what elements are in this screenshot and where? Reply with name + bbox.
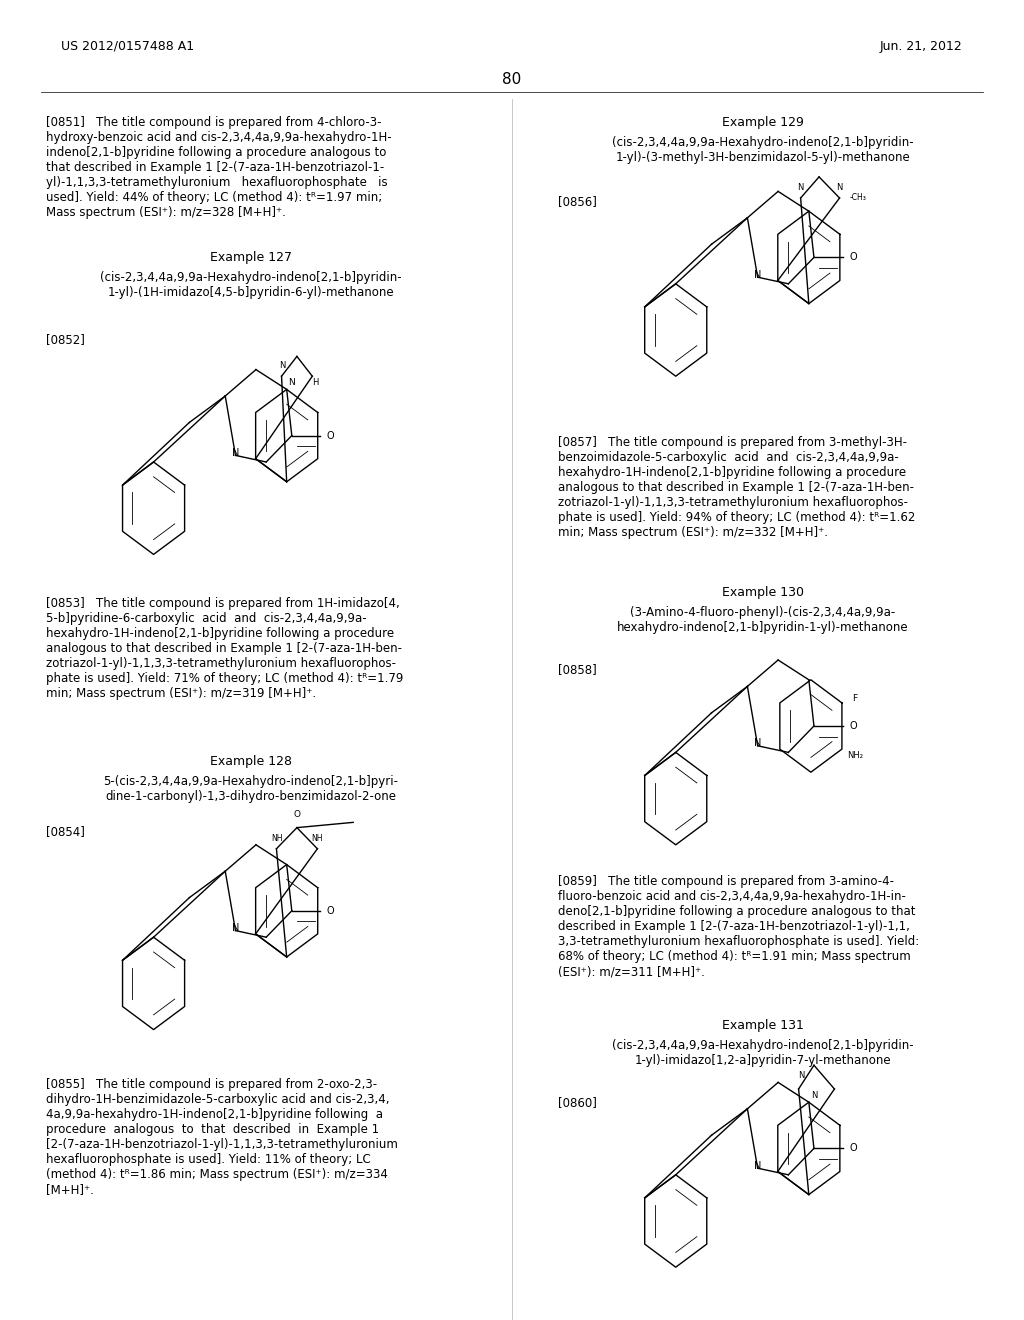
- Text: [0857]   The title compound is prepared from 3-methyl-3H-
benzoimidazole-5-carbo: [0857] The title compound is prepared fr…: [558, 436, 915, 539]
- Text: O: O: [849, 252, 857, 263]
- Text: US 2012/0157488 A1: US 2012/0157488 A1: [61, 40, 195, 53]
- Text: F: F: [852, 694, 857, 704]
- Text: 5-(cis-2,3,4,4a,9,9a-Hexahydro-indeno[2,1-b]pyri-
dine-1-carbonyl)-1,3-dihydro-b: 5-(cis-2,3,4,4a,9,9a-Hexahydro-indeno[2,…: [103, 775, 398, 803]
- Text: NH₂: NH₂: [847, 751, 863, 760]
- Text: [0859]   The title compound is prepared from 3-amino-4-
fluoro-benzoic acid and : [0859] The title compound is prepared fr…: [558, 875, 920, 978]
- Text: (cis-2,3,4,4a,9,9a-Hexahydro-indeno[2,1-b]pyridin-
1-yl)-(1H-imidazo[4,5-b]pyrid: (cis-2,3,4,4a,9,9a-Hexahydro-indeno[2,1-…: [100, 271, 401, 298]
- Text: N: N: [837, 183, 843, 191]
- Text: [0854]: [0854]: [46, 825, 85, 838]
- Text: N: N: [231, 447, 240, 458]
- Text: NH: NH: [271, 834, 284, 842]
- Text: Example 127: Example 127: [210, 251, 292, 264]
- Text: Example 130: Example 130: [722, 586, 804, 599]
- Text: N: N: [231, 923, 240, 933]
- Text: (3-Amino-4-fluoro-phenyl)-(cis-2,3,4,4a,9,9a-
hexahydro-indeno[2,1-b]pyridin-1-y: (3-Amino-4-fluoro-phenyl)-(cis-2,3,4,4a,…: [616, 606, 908, 634]
- Text: [0860]: [0860]: [558, 1096, 597, 1109]
- Text: O: O: [327, 430, 335, 441]
- Text: -CH₃: -CH₃: [850, 194, 866, 202]
- Text: (cis-2,3,4,4a,9,9a-Hexahydro-indeno[2,1-b]pyridin-
1-yl)-(3-methyl-3H-benzimidaz: (cis-2,3,4,4a,9,9a-Hexahydro-indeno[2,1-…: [612, 136, 913, 164]
- Text: [0855]   The title compound is prepared from 2-oxo-2,3-
dihydro-1H-benzimidazole: [0855] The title compound is prepared fr…: [46, 1078, 398, 1196]
- Text: [0853]   The title compound is prepared from 1H-imidazo[4,
5-b]pyridine-6-carbox: [0853] The title compound is prepared fr…: [46, 597, 403, 700]
- Text: O: O: [327, 906, 335, 916]
- Text: N: N: [280, 362, 286, 370]
- Text: N: N: [754, 269, 761, 280]
- Text: [0858]: [0858]: [558, 663, 597, 676]
- Text: Example 128: Example 128: [210, 755, 292, 768]
- Text: [0851]   The title compound is prepared from 4-chloro-3-
hydroxy-benzoic acid an: [0851] The title compound is prepared fr…: [46, 116, 392, 219]
- Text: N: N: [798, 183, 804, 191]
- Text: N: N: [289, 379, 295, 387]
- Text: Example 129: Example 129: [722, 116, 804, 129]
- Text: Example 131: Example 131: [722, 1019, 804, 1032]
- Text: 80: 80: [503, 71, 521, 87]
- Text: NH: NH: [311, 834, 324, 842]
- Text: N: N: [754, 738, 761, 748]
- Text: N: N: [799, 1072, 805, 1080]
- Text: O: O: [849, 721, 857, 731]
- Text: [0852]: [0852]: [46, 333, 85, 346]
- Text: (cis-2,3,4,4a,9,9a-Hexahydro-indeno[2,1-b]pyridin-
1-yl)-imidazo[1,2-a]pyridin-7: (cis-2,3,4,4a,9,9a-Hexahydro-indeno[2,1-…: [612, 1039, 913, 1067]
- Text: H: H: [312, 379, 318, 387]
- Text: N: N: [811, 1092, 817, 1100]
- Text: [0856]: [0856]: [558, 195, 597, 209]
- Text: Jun. 21, 2012: Jun. 21, 2012: [880, 40, 963, 53]
- Text: O: O: [849, 1143, 857, 1154]
- Text: N: N: [754, 1160, 761, 1171]
- Text: O: O: [294, 810, 300, 818]
